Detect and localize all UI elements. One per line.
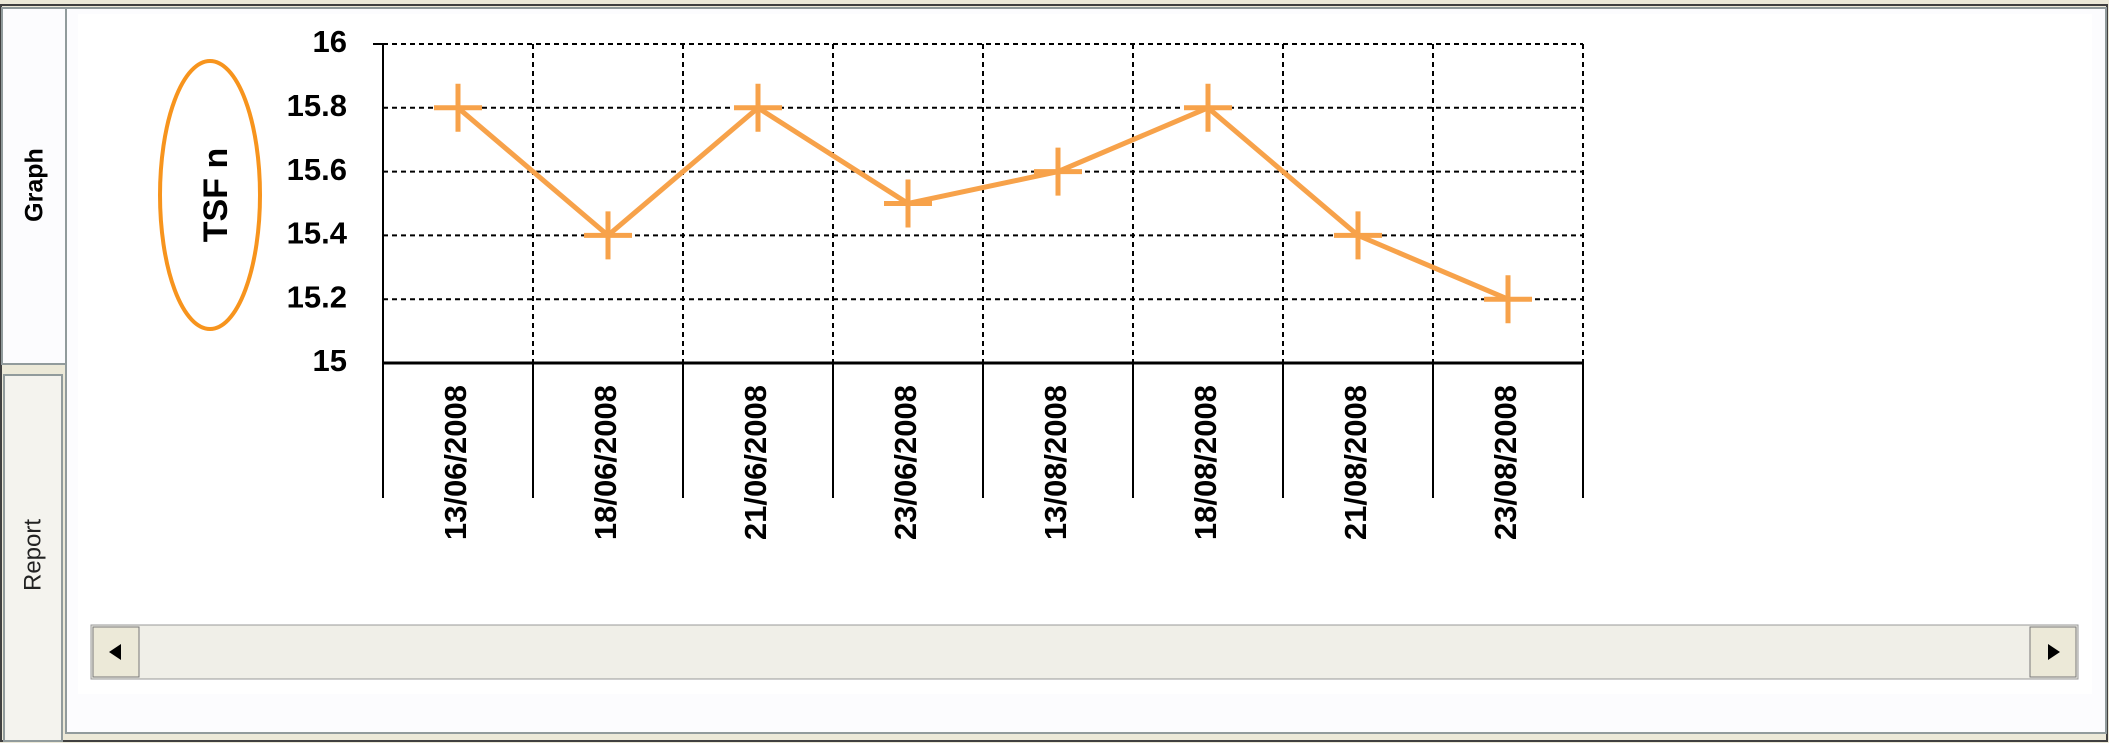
arrow-right	[2048, 644, 2060, 660]
marker	[1484, 275, 1532, 324]
tab-label: Report	[19, 519, 46, 591]
tab-graph[interactable]	[1, 7, 67, 365]
marker	[884, 179, 932, 228]
y-tick-label: 15	[313, 343, 347, 378]
x-tick-label: 18/06/2008	[588, 385, 623, 540]
graph-area	[78, 14, 2092, 694]
y-tick-label: 15.8	[287, 88, 347, 123]
y-tick-label: 15.4	[287, 216, 348, 251]
marker	[1334, 211, 1382, 260]
x-tick-label: 23/08/2008	[1488, 385, 1523, 540]
x-tick-label: 13/08/2008	[1038, 385, 1073, 540]
x-tick-label: 23/06/2008	[888, 385, 923, 540]
y-axis-title: TSF n	[197, 148, 235, 242]
marker	[584, 211, 632, 260]
y-tick-label: 16	[313, 24, 347, 59]
plot: 15 15.2 15.4 15.6 15.8 16 13/06/2008 18/06/2008…	[287, 24, 1584, 540]
scrollbar[interactable]	[90, 624, 2079, 680]
x-tick-label: 18/08/2008	[1188, 385, 1223, 540]
series-line	[456, 104, 1509, 302]
x-tick-label: 21/08/2008	[1338, 385, 1373, 540]
y-tick-label: 15.6	[287, 152, 347, 187]
marker	[434, 83, 482, 132]
marker	[1034, 147, 1082, 196]
highlight-ellipse	[158, 59, 262, 331]
marker	[1184, 83, 1232, 132]
tab-report[interactable]	[3, 374, 63, 742]
y-tick-label: 15.2	[287, 279, 347, 314]
arrow-left	[109, 644, 121, 660]
x-tick-label: 13/06/2008	[438, 385, 473, 540]
tab-label: Graph	[21, 148, 49, 222]
x-tick-label: 21/06/2008	[738, 385, 773, 540]
marker	[734, 83, 782, 132]
